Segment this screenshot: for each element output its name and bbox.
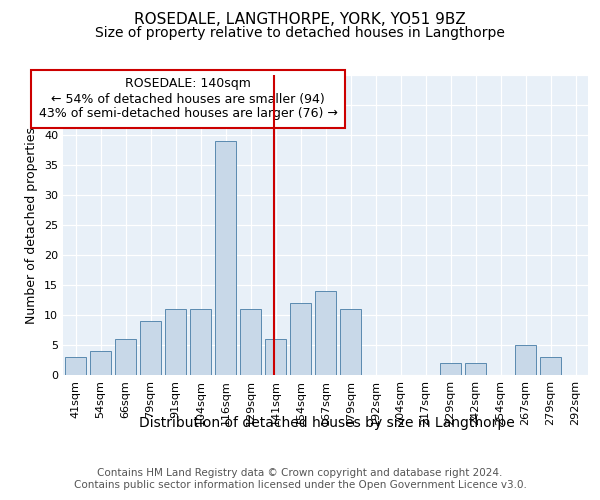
Bar <box>515 345 536 375</box>
Bar <box>290 303 311 375</box>
Y-axis label: Number of detached properties: Number of detached properties <box>25 126 38 324</box>
Text: ROSEDALE: 140sqm
← 54% of detached houses are smaller (94)
43% of semi-detached : ROSEDALE: 140sqm ← 54% of detached house… <box>38 78 337 120</box>
Bar <box>265 339 286 375</box>
Bar <box>465 363 486 375</box>
Bar <box>440 363 461 375</box>
Text: Contains HM Land Registry data © Crown copyright and database right 2024.
Contai: Contains HM Land Registry data © Crown c… <box>74 468 526 490</box>
Bar <box>540 357 561 375</box>
Bar <box>140 321 161 375</box>
Text: ROSEDALE, LANGTHORPE, YORK, YO51 9BZ: ROSEDALE, LANGTHORPE, YORK, YO51 9BZ <box>134 12 466 28</box>
Bar <box>65 357 86 375</box>
Text: Distribution of detached houses by size in Langthorpe: Distribution of detached houses by size … <box>139 416 515 430</box>
Bar <box>115 339 136 375</box>
Text: Size of property relative to detached houses in Langthorpe: Size of property relative to detached ho… <box>95 26 505 40</box>
Bar <box>240 309 261 375</box>
Bar <box>190 309 211 375</box>
Bar <box>215 141 236 375</box>
Bar <box>90 351 111 375</box>
Bar <box>340 309 361 375</box>
Bar <box>315 291 336 375</box>
Bar <box>165 309 186 375</box>
